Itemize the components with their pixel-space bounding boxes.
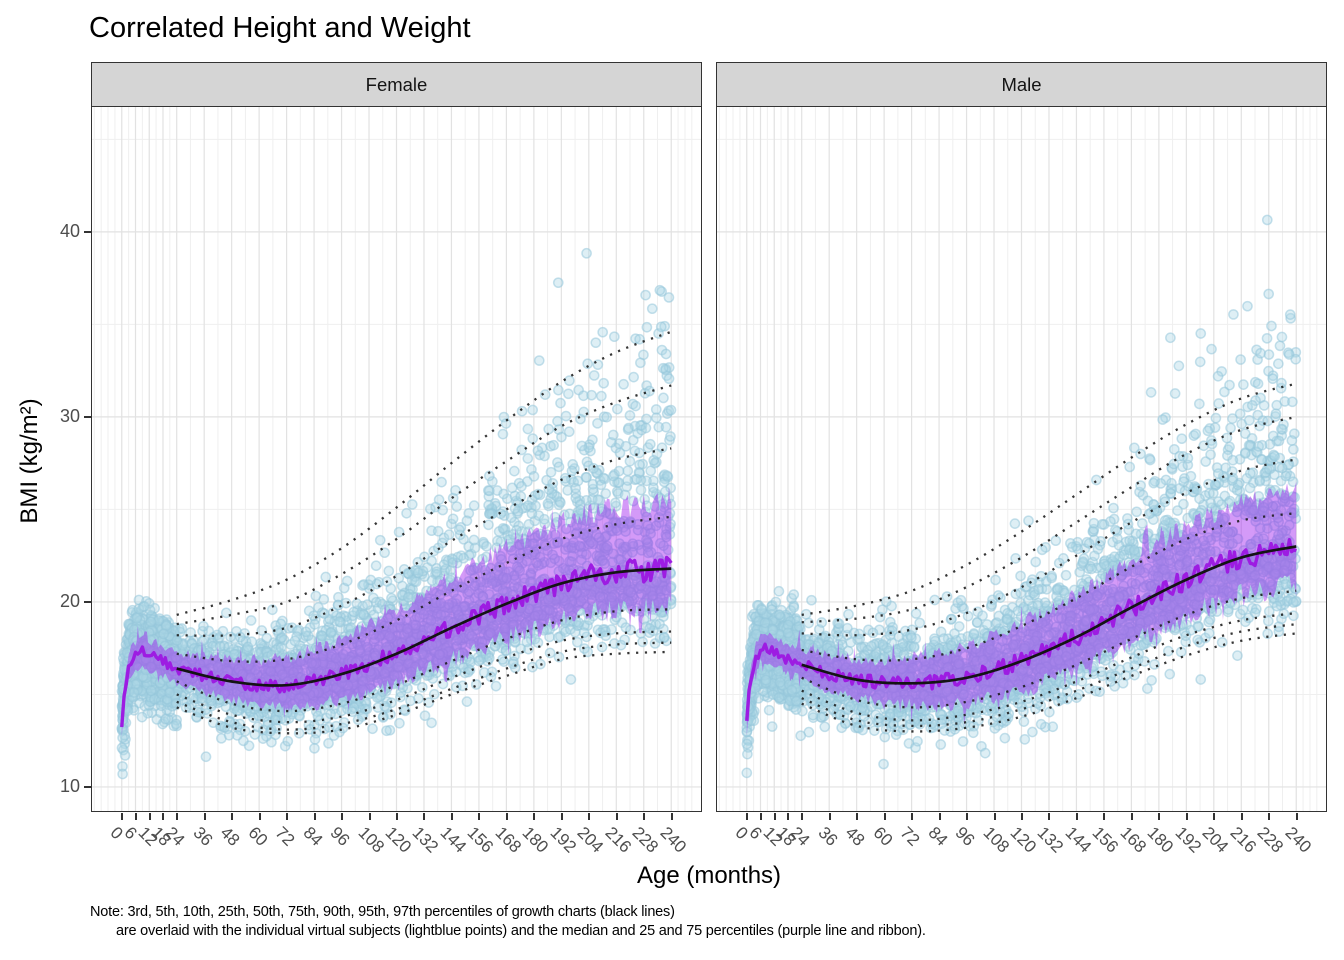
x-tick-label: 36 <box>814 823 842 850</box>
y-tick-label: 10 <box>59 776 80 797</box>
x-tick-label: 72 <box>271 823 299 850</box>
chart-title: Correlated Height and Weight <box>89 12 471 44</box>
x-tick-label: 228 <box>1253 823 1288 857</box>
x-tick-label: 180 <box>518 823 553 857</box>
x-axis-tick <box>478 813 481 820</box>
y-tick-label: 20 <box>59 591 80 612</box>
x-axis-tick <box>966 813 969 820</box>
note-line-1: Note: 3rd, 5th, 10th, 25th, 50th, 75th, … <box>90 904 675 920</box>
x-axis-tick <box>286 813 289 820</box>
x-axis-tick <box>856 813 859 820</box>
y-axis-tick <box>84 231 91 234</box>
x-tick-label: 84 <box>924 823 951 850</box>
y-tick-label: 30 <box>59 406 80 427</box>
x-tick-label: 108 <box>354 823 388 857</box>
x-axis-tick <box>423 813 426 820</box>
x-axis-tick <box>801 813 804 820</box>
x-tick-label: 156 <box>1088 823 1123 857</box>
x-axis-tick <box>396 813 398 820</box>
x-tick-label: 36 <box>189 823 217 850</box>
x-tick-label: 60 <box>244 823 272 850</box>
x-tick-label: 216 <box>1226 823 1260 857</box>
x-tick-label: 180 <box>1143 823 1178 857</box>
x-axis-tick <box>450 813 453 820</box>
x-axis-tick <box>341 813 344 820</box>
x-axis-tick <box>560 813 563 820</box>
x-axis-tick <box>203 813 206 820</box>
x-axis-tick <box>670 813 673 820</box>
x-axis-tick <box>588 813 591 820</box>
x-tick-label: 192 <box>1171 823 1205 857</box>
x-axis-tick <box>787 813 790 820</box>
x-axis-tick <box>505 813 508 820</box>
x-tick-label: 216 <box>601 823 635 857</box>
x-axis-tick <box>883 813 886 820</box>
x-tick-label: 96 <box>326 823 354 850</box>
x-tick-label: 204 <box>1198 823 1233 857</box>
x-axis-tick <box>773 813 776 820</box>
x-tick-label: 72 <box>896 823 924 850</box>
x-axis-tick <box>1295 813 1298 820</box>
x-axis-tick <box>993 813 996 820</box>
facet-strip-male: Male <box>716 62 1327 107</box>
y-tick-label: 40 <box>59 221 80 242</box>
x-axis-tick <box>176 813 179 820</box>
x-axis-tick <box>162 813 165 820</box>
note-caption: Note: 3rd, 5th, 10th, 25th, 50th, 75th, … <box>90 903 926 941</box>
x-tick-label: 132 <box>1034 823 1068 857</box>
note-line-2: are overlaid with the individual virtual… <box>116 923 926 939</box>
x-axis-tick <box>1075 813 1078 820</box>
x-tick-label: 228 <box>628 823 663 857</box>
facet-strip-label-male: Male <box>1001 73 1042 95</box>
x-axis-tick <box>1185 813 1188 820</box>
x-axis-tick <box>760 813 762 820</box>
x-axis-title: Age (months) <box>636 862 782 889</box>
x-axis-tick <box>643 813 646 820</box>
male-panel-canvas <box>717 107 1326 811</box>
x-axis-tick <box>368 813 371 820</box>
x-axis-tick <box>148 813 151 820</box>
x-axis-tick <box>1240 813 1243 820</box>
x-axis-tick <box>135 813 137 820</box>
x-axis-tick <box>231 813 234 820</box>
x-tick-label: 240 <box>1281 823 1315 857</box>
x-axis-tick <box>1021 813 1023 820</box>
x-axis-tick <box>911 813 914 820</box>
x-tick-label: 156 <box>463 823 498 857</box>
x-tick-label: 84 <box>299 823 326 850</box>
x-axis-tick <box>746 813 749 820</box>
facet-strip-female: Female <box>91 62 702 107</box>
facet-strip-label-female: Female <box>365 73 428 95</box>
x-axis-tick <box>828 813 831 820</box>
y-axis-tick <box>84 416 91 419</box>
x-axis-tick <box>258 813 261 820</box>
x-axis-tick <box>1048 813 1051 820</box>
x-tick-label: 96 <box>951 823 979 850</box>
x-tick-label: 48 <box>841 823 869 850</box>
x-axis-tick <box>938 813 941 820</box>
female-panel-canvas <box>92 107 701 811</box>
x-tick-label: 132 <box>409 823 443 857</box>
x-axis-tick <box>121 813 124 820</box>
x-axis-tick <box>533 813 536 820</box>
y-axis-tick <box>84 601 91 604</box>
y-axis-tick <box>84 786 91 789</box>
x-tick-label: 204 <box>573 823 608 857</box>
y-axis-title: BMI (kg/m²) <box>16 398 43 524</box>
x-tick-label: 60 <box>869 823 897 850</box>
x-axis-tick <box>1268 813 1271 820</box>
x-axis-tick <box>1213 813 1216 820</box>
x-tick-label: 108 <box>979 823 1013 857</box>
x-axis-tick <box>1158 813 1161 820</box>
x-tick-label: 240 <box>656 823 690 857</box>
x-axis-tick <box>313 813 316 820</box>
x-axis-tick <box>615 813 618 820</box>
x-tick-label: 192 <box>546 823 580 857</box>
x-axis-tick <box>1103 813 1106 820</box>
x-tick-label: 48 <box>216 823 244 850</box>
facet-panel-female <box>91 106 702 812</box>
facet-panel-male <box>716 106 1327 812</box>
x-axis-tick <box>1130 813 1133 820</box>
